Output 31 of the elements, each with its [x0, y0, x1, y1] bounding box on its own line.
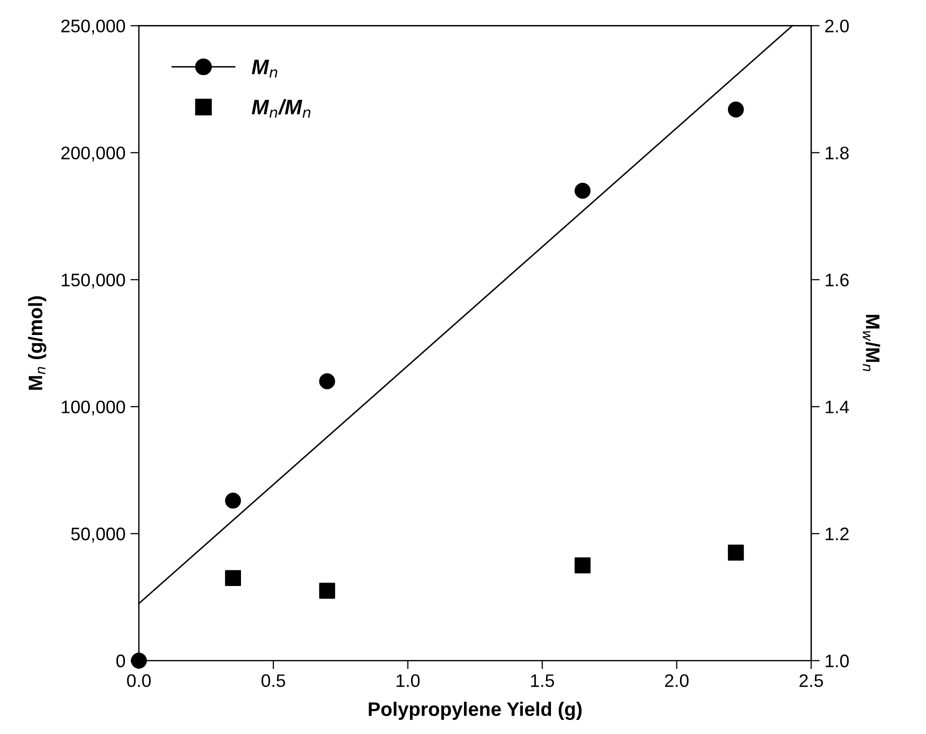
- point: [225, 570, 241, 586]
- y2-tick-label: 1.0: [826, 654, 849, 668]
- point: [319, 582, 336, 599]
- x-tick-label: 1.5: [531, 674, 554, 688]
- y-tick-label: 0: [116, 654, 125, 668]
- legend-label: M$_{n}$/M$_{n}$: [252, 99, 310, 118]
- y-tick-label: 150,000: [62, 274, 126, 289]
- point: [574, 182, 591, 199]
- x-tick-label: 2.0: [665, 674, 689, 688]
- x-tick-label: 2.5: [800, 674, 823, 688]
- x-tick-label: 0.5: [262, 674, 286, 688]
- y-axis-title: M$_{n}$ (g/mol): [28, 296, 46, 390]
- y2-tick-label: 2.0: [825, 20, 849, 32]
- y-tick-label: 50,000: [71, 528, 126, 542]
- point: [319, 373, 336, 390]
- y-tick-label: 250,000: [61, 20, 126, 35]
- y2-axis-title: M$_{w}$/M$_{n}$: [862, 314, 880, 372]
- x-tick-label: 1.0: [396, 674, 420, 688]
- x-axis-title: Polypropylene Yield (g): [368, 702, 582, 720]
- legend-label: M$_{n}$: [252, 60, 278, 78]
- y2-tick-label: 1.4: [826, 400, 849, 414]
- y2-tick-label: 1.6: [826, 274, 849, 286]
- y2-tick-label: 1.2: [826, 528, 849, 540]
- point: [728, 102, 744, 118]
- y-tick-label: 200,000: [61, 146, 126, 162]
- point: [225, 492, 241, 509]
- point: [728, 544, 744, 561]
- point: [574, 557, 591, 574]
- y-tick-label: 100,000: [62, 400, 126, 416]
- x-tick-label: 0.0: [127, 674, 151, 688]
- y2-tick-label: 1.8: [826, 146, 849, 160]
